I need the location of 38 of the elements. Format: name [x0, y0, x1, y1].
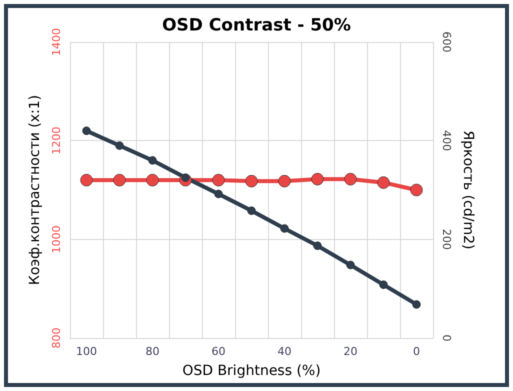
- y-tick-label: 1000: [50, 225, 63, 254]
- point: [148, 156, 157, 165]
- y2-tick-label: 200: [440, 228, 453, 250]
- x-tick-label: 100: [76, 345, 97, 358]
- point: [311, 172, 324, 186]
- y-tick-label: 1400: [50, 28, 63, 56]
- point: [280, 224, 289, 233]
- y-axis-title: Коэф.контрастности (x:1): [27, 94, 43, 286]
- point: [245, 174, 258, 188]
- point: [344, 172, 357, 186]
- point: [278, 174, 291, 188]
- x-tick-label: 0: [413, 345, 420, 358]
- point: [113, 174, 126, 186]
- y2-tick-label: 400: [440, 130, 453, 152]
- x-tick-label: 20: [344, 345, 358, 358]
- point: [82, 126, 91, 136]
- point: [247, 206, 256, 215]
- y2-tick-label: 0: [440, 334, 453, 342]
- point: [214, 190, 223, 198]
- x-axis-title: OSD Brightness (%): [182, 363, 321, 379]
- y-tick-label: 1200: [50, 126, 63, 155]
- y-tick-label: 800: [50, 328, 63, 348]
- x-tick-label: 60: [212, 345, 226, 358]
- y2-tick-label: 600: [440, 32, 453, 52]
- chart-title: OSD Contrast - 50%: [162, 16, 351, 36]
- point: [412, 300, 421, 309]
- y2-axis-title: Яркость (cd/m2): [460, 130, 476, 250]
- point: [379, 280, 388, 289]
- point: [80, 174, 93, 186]
- x-tick-label: 40: [278, 345, 292, 358]
- point: [115, 141, 124, 150]
- point: [346, 260, 355, 270]
- point: [212, 174, 225, 186]
- x-tick-label: 80: [146, 345, 160, 358]
- point: [410, 184, 423, 196]
- point: [146, 174, 159, 186]
- point: [313, 242, 322, 250]
- point: [377, 176, 390, 189]
